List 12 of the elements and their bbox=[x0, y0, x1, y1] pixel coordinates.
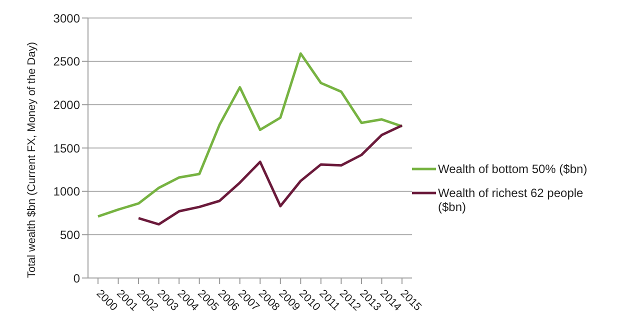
y-tick-label: 0 bbox=[73, 271, 80, 286]
y-tick-label: 3000 bbox=[53, 11, 80, 26]
line-series bbox=[96, 52, 404, 218]
y-tick-label: 1500 bbox=[53, 141, 80, 156]
y-tick-label: 500 bbox=[60, 228, 80, 242]
legend-label: Wealth of richest 62 people ($bn) bbox=[438, 186, 584, 214]
legend-label: Wealth of bottom 50% ($bn) bbox=[438, 162, 588, 176]
y-tick-label: 2000 bbox=[53, 98, 80, 112]
y-axis-title: Total wealth $bn (Current FX, Money of the Day) bbox=[26, 42, 38, 278]
y-tick-label: 1000 bbox=[53, 184, 80, 199]
line-series bbox=[137, 124, 404, 226]
y-tick-label: 2500 bbox=[53, 54, 80, 69]
